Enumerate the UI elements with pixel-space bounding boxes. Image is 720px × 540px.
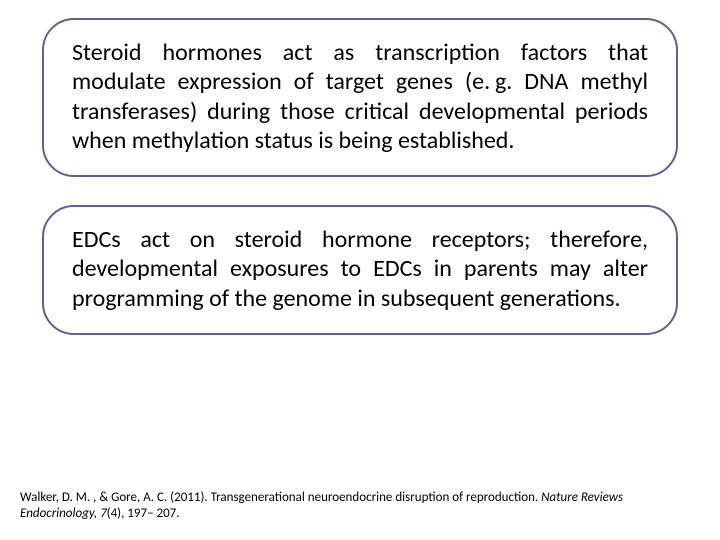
slide: Steroid hormones act as transcription fa… <box>0 0 720 540</box>
callout-text-2: EDCs act on steroid hormone receptors; t… <box>72 225 648 313</box>
citation-prefix: Walker, D. M. , & Gore, A. C. (2011). Tr… <box>20 490 541 505</box>
callout-text-1: Steroid hormones act as transcription fa… <box>72 38 648 155</box>
callout-box-1: Steroid hormones act as transcription fa… <box>42 18 678 177</box>
callout-box-2: EDCs act on steroid hormone receptors; t… <box>42 205 678 335</box>
citation: Walker, D. M. , & Gore, A. C. (2011). Tr… <box>20 490 690 523</box>
citation-suffix: (4), 197– 207. <box>107 506 180 521</box>
